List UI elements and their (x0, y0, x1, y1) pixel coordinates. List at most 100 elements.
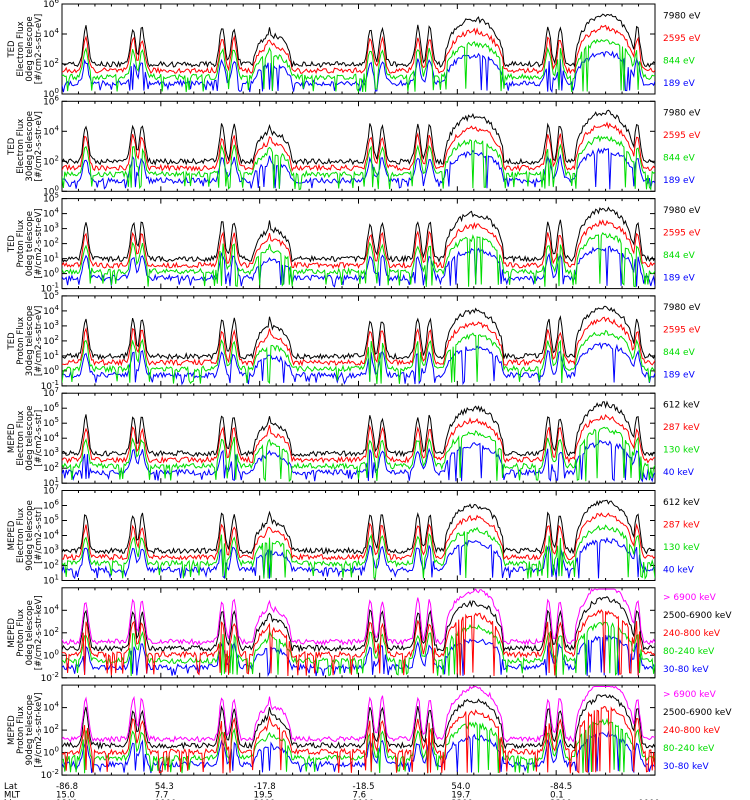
y-tick-label: 103 (43, 319, 59, 332)
y-tick-label: 104 (43, 431, 59, 444)
y-tick-label: 102 (43, 559, 59, 572)
legend-entry: 7980 eV (663, 303, 701, 313)
series-line (62, 499, 655, 555)
y-tick-label: 104 (43, 124, 59, 137)
legend-entry: 240-800 keV (663, 629, 721, 639)
x-tick-label-mlt: 0.1 (550, 791, 564, 800)
legend-entry: 2595 eV (663, 131, 701, 141)
series-line (62, 413, 655, 464)
series-line (62, 426, 655, 483)
legend-entry: 612 keV (663, 498, 700, 508)
series-line (62, 147, 655, 190)
y-tick-label: 100 (43, 184, 59, 197)
y-tick-label: 10-2 (41, 768, 59, 781)
x-row-label: Lat (4, 782, 18, 792)
legend-entry: 2500-6900 keV (663, 708, 732, 718)
series-line (62, 219, 655, 270)
x-tick-label-lat: 54.3 (155, 782, 174, 792)
legend-entry: 2595 eV (663, 34, 701, 44)
series-line (62, 341, 655, 386)
legend-entry: 612 keV (663, 400, 700, 410)
y-axis-label-line: [#/cm2-s-str-eV] (34, 111, 44, 181)
series-line (62, 439, 655, 483)
y-axis-label-line: 0deg telescope (25, 16, 35, 81)
legend-entry: 189 eV (663, 176, 696, 186)
series-line (62, 730, 655, 774)
y-tick-label: 102 (43, 57, 59, 70)
panel-2: 106 104 102 100 TEDElectron Flux30deg telesc… (7, 94, 701, 197)
y-axis-label-line: [#/cm2-s-str-eV] (34, 306, 44, 376)
y-tick-label: 100 (43, 267, 59, 280)
series-line (62, 512, 655, 561)
legend-entry: > 6900 keV (663, 593, 717, 603)
y-tick-label: 105 (43, 416, 59, 429)
legend-entry: 189 eV (663, 371, 696, 381)
y-axis-label: TEDProton Flux30deg telescope[#/cm2-s-st… (7, 306, 44, 377)
y-tick-label: 106 (43, 401, 59, 414)
series-line (62, 329, 655, 385)
y-tick-label: 105 (43, 192, 59, 205)
y-axis-label: MEPEDProton Flux90deg telescope[#/cm2-s-… (7, 693, 44, 768)
y-axis-label-line: Electron Flux (16, 411, 26, 466)
series-line (62, 109, 655, 166)
legend-entry: 287 keV (663, 423, 700, 433)
series-line (62, 596, 655, 653)
x-tick-label-mlt: 15.0 (56, 791, 75, 800)
x-tick-label-mlt: 19.7 (451, 791, 470, 800)
y-axis-label-line: 0deg telescope (25, 600, 35, 665)
panel-4: 105 104 103 102 101 100 10-1 TEDProton Flux30de… (7, 289, 701, 392)
y-axis-label-line: [#/cm2-s-str-keV] (34, 595, 44, 670)
panel-3: 105 104 103 102 101 100 10-1 TEDProton Flux0deg… (7, 192, 701, 295)
series-line (62, 134, 655, 191)
y-tick-label: 106 (43, 499, 59, 512)
y-tick-label: 102 (43, 461, 59, 474)
panel-frame (61, 490, 656, 581)
y-tick-label: 106 (43, 94, 59, 107)
series-line (62, 685, 655, 744)
y-axis-label: TEDProton Flux0deg telescope[#/cm2-s-str… (7, 208, 44, 278)
y-axis-label-line: Electron Flux (16, 508, 26, 563)
series-line (62, 121, 655, 172)
y-tick-label: 102 (43, 237, 59, 250)
y-axis-label-line: 30deg telescope (25, 111, 35, 182)
series-line (62, 524, 655, 580)
y-axis-label-line: Electron Flux (16, 21, 26, 76)
x-tick-label-lat: -17.8 (254, 782, 276, 792)
legend-entry: > 6900 keV (663, 690, 717, 700)
x-tick-label-mlt: 7.6 (353, 791, 367, 800)
y-axis-label-line: [#/cm2-s-str-eV] (34, 14, 44, 84)
x-tick-label-mlt: 7.7 (155, 791, 169, 800)
legend-entry: 844 eV (663, 348, 696, 358)
y-axis-label-line: Proton Flux (16, 317, 26, 365)
series-line (62, 245, 655, 288)
x-tick-label-mlt: 19.5 (254, 791, 273, 800)
panel-1: 106 104 102 100 TEDElectron Flux0deg telesco… (7, 0, 701, 100)
y-tick-label: 107 (43, 484, 59, 497)
y-axis-label: TEDElectron Flux30deg telescope[#/cm2-s-… (7, 111, 44, 182)
y-axis-label-line: 30deg telescope (25, 306, 35, 377)
legend-entry: 287 keV (663, 520, 700, 530)
y-axis-label: MEPEDElectron Flux0deg telescope[#/cm2-s… (7, 406, 44, 471)
y-axis-label-line: 0deg telescope (25, 406, 35, 471)
series-line (62, 608, 655, 677)
x-tick-label-lat: 54.0 (451, 782, 470, 792)
x-axis-annotation: LatMLThhmm2021-86.815.01800Jun 3054.37.7… (4, 782, 660, 800)
y-axis-label-line: [#/cm2-s-str-eV] (34, 208, 44, 278)
y-axis-label-line: 0deg telescope (25, 211, 35, 276)
y-axis-label: TEDElectron Flux0deg telescope[#/cm2-s-s… (7, 14, 44, 84)
y-tick-label: 103 (43, 446, 59, 459)
x-row-label: MLT (4, 791, 21, 800)
legend-entry: 7980 eV (663, 11, 701, 21)
y-axis-label-line: [#/cm2-s-str-keV] (34, 693, 44, 768)
y-tick-label: 104 (43, 304, 59, 317)
y-axis-label-line: Proton Flux (16, 706, 26, 754)
y-tick-label: 101 (43, 349, 59, 362)
y-tick-label: 105 (43, 289, 59, 302)
y-axis-label-line: TED (7, 40, 17, 59)
series-line (62, 38, 655, 94)
y-tick-label: 102 (43, 154, 59, 167)
legend-entry: 189 eV (663, 79, 696, 89)
legend-entry: 7980 eV (663, 206, 701, 216)
legend-entry: 40 keV (663, 468, 695, 478)
y-axis-label-line: MEPED (7, 520, 17, 550)
